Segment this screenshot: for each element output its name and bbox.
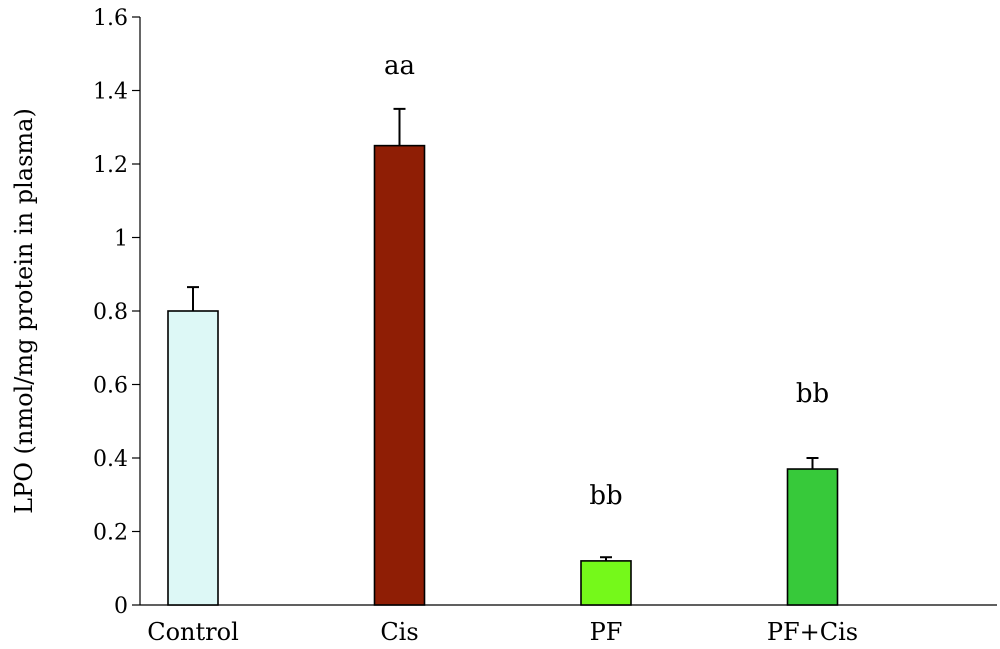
significance-label: bb <box>589 481 622 511</box>
bar-pf-cis <box>786 468 839 606</box>
bar-control <box>167 310 219 606</box>
category-labels: Control Cis PF PF+Cis <box>147 618 858 646</box>
x-category-label: Cis <box>380 618 418 646</box>
bar-pf <box>580 560 632 606</box>
y-tick-label: 1 <box>114 227 128 252</box>
y-axis: 0 0.2 0.4 0.6 0.8 1 1.2 1.4 1.6 <box>93 6 141 619</box>
y-axis-title: LPO (nmol/mg protein in plasma) <box>10 108 38 514</box>
y-tick-label: 0 <box>114 594 128 619</box>
y-tick-label: 0.8 <box>93 300 128 325</box>
y-tick-label: 0.2 <box>93 521 128 546</box>
y-tick-label: 1.6 <box>93 6 128 31</box>
x-category-label: PF+Cis <box>767 618 858 646</box>
bar-cis <box>373 144 426 606</box>
x-category-label: PF <box>590 618 623 646</box>
x-category-label: Control <box>147 618 239 646</box>
y-tick-label: 1.4 <box>93 80 128 105</box>
y-tick-label: 1.2 <box>93 153 128 178</box>
y-tick-label: 0.4 <box>93 447 128 472</box>
y-tick-label: 0.6 <box>93 374 128 399</box>
significance-label: aa <box>384 51 415 81</box>
significance-annotations: aa bb bb <box>384 51 829 511</box>
bars <box>167 107 839 606</box>
significance-label: bb <box>796 379 829 409</box>
